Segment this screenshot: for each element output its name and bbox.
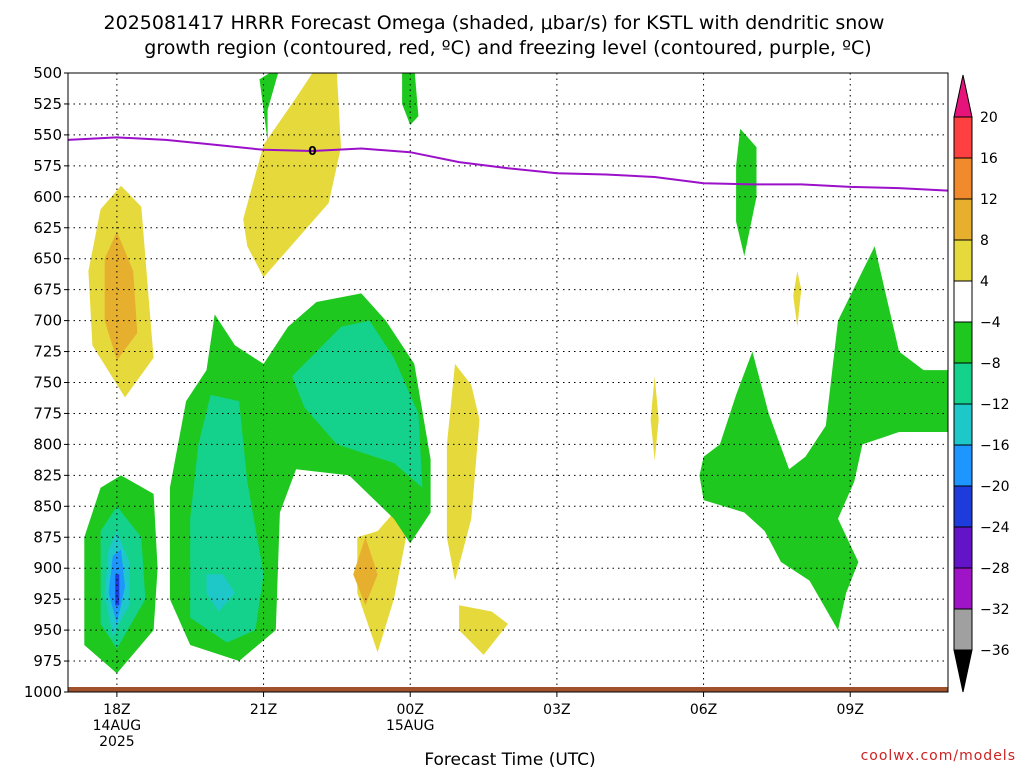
y-tick-label-525: 525 bbox=[33, 95, 62, 113]
x-tick-label-00Z-0: 00Z bbox=[397, 702, 424, 718]
omega-region-16 bbox=[292, 320, 423, 488]
colorbar-band-3 bbox=[953, 198, 973, 241]
terrain-strip bbox=[68, 687, 948, 692]
y-tick-label-750: 750 bbox=[33, 374, 62, 392]
colorbar-band-6 bbox=[953, 321, 973, 364]
x-axis-label: Forecast Time (UTC) bbox=[424, 750, 595, 768]
y-tick-label-550: 550 bbox=[33, 126, 62, 144]
watermark: coolwx.com/models bbox=[861, 748, 1016, 764]
x-tick-label-18Z-1: 14AUG bbox=[93, 718, 142, 734]
y-tick-label-875: 875 bbox=[33, 528, 62, 546]
grid bbox=[68, 73, 948, 692]
colorbar-label-10: −20 bbox=[980, 479, 1010, 495]
omega-region-17 bbox=[259, 73, 279, 142]
x-tick-label-18Z-0: 18Z bbox=[103, 702, 130, 718]
omega-region-3 bbox=[243, 73, 341, 278]
colorbar-label-4: 8 bbox=[980, 233, 989, 249]
omega-region-2 bbox=[104, 231, 138, 361]
y-tick-label-800: 800 bbox=[33, 435, 62, 453]
freezing-level-label: 0 bbox=[308, 144, 316, 158]
colorbar-labels: 20 16 12 8 4 −4 −8 −12 −16 −20 −24 −28 −32 −36 bbox=[980, 110, 1010, 659]
colorbar-label-14: −36 bbox=[980, 643, 1010, 659]
y-tick-label-675: 675 bbox=[33, 281, 62, 299]
y-tick-label-850: 850 bbox=[33, 497, 62, 515]
y-tick-label-625: 625 bbox=[33, 219, 62, 237]
y-tick-label-900: 900 bbox=[33, 559, 62, 577]
colorbar-band-10 bbox=[953, 485, 973, 528]
omega-region-22 bbox=[699, 246, 948, 631]
colorbar-label-2: 16 bbox=[980, 151, 998, 167]
y-tick-label-825: 825 bbox=[33, 466, 62, 484]
freezing-level-line bbox=[67, 136, 949, 192]
y-tick-label-1000: 1000 bbox=[24, 683, 62, 701]
omega-region-20 bbox=[650, 376, 659, 461]
omega-region-5 bbox=[353, 537, 378, 606]
omega-region-12 bbox=[115, 574, 120, 606]
colorbar-band-7 bbox=[953, 362, 973, 405]
colorbar-label-5: 4 bbox=[980, 274, 989, 290]
x-tick-label-06Z-0: 06Z bbox=[690, 702, 717, 718]
colorbar-band-8 bbox=[953, 403, 973, 446]
y-axis-tick-labels: 500 525 550 575 600 625 650 675 700 725 750 775 800 8… bbox=[24, 64, 62, 701]
omega-region-6 bbox=[446, 363, 480, 581]
colorbar-band-2 bbox=[953, 157, 973, 200]
chart-title-line-2: growth region (contoured, red, ºC) and f… bbox=[144, 37, 871, 59]
colorbar-top-cap bbox=[953, 74, 973, 118]
x-tick-label-18Z-2: 2025 bbox=[99, 734, 135, 750]
colorbar-bottom-cap bbox=[953, 649, 973, 693]
y-tick-label-700: 700 bbox=[33, 312, 62, 330]
omega-region-19 bbox=[736, 128, 757, 257]
omega-region-21 bbox=[793, 271, 802, 327]
y-tick-label-925: 925 bbox=[33, 590, 62, 608]
chart-title-line-1: 2025081417 HRRR Forecast Omega (shaded, … bbox=[104, 12, 885, 34]
colorbar-band-11 bbox=[953, 526, 973, 569]
y-tick-label-500: 500 bbox=[33, 64, 62, 82]
colorbar-label-12: −28 bbox=[980, 561, 1010, 577]
x-tick-label-21Z-0: 21Z bbox=[250, 702, 277, 718]
x-axis-ticks bbox=[116, 692, 851, 697]
colorbar-band-4 bbox=[953, 239, 973, 282]
colorbar-band-5 bbox=[953, 280, 973, 323]
colorbar-band-9 bbox=[953, 444, 973, 487]
omega-region-4 bbox=[357, 512, 407, 653]
omega-region-18 bbox=[402, 73, 419, 125]
omega-region-7 bbox=[459, 605, 508, 655]
omega-shaded-regions bbox=[84, 73, 948, 674]
colorbar-band-1 bbox=[953, 116, 973, 159]
colorbar-label-1: 20 bbox=[980, 110, 998, 126]
colorbar-band-13 bbox=[953, 608, 973, 651]
colorbar-label-13: −32 bbox=[980, 602, 1010, 618]
colorbar-band-12 bbox=[953, 567, 973, 610]
y-tick-label-725: 725 bbox=[33, 343, 62, 361]
colorbar bbox=[953, 74, 973, 693]
colorbar-label-7: −8 bbox=[980, 356, 1001, 372]
y-tick-label-775: 775 bbox=[33, 404, 62, 422]
colorbar-label-11: −24 bbox=[980, 520, 1010, 536]
y-tick-label-650: 650 bbox=[33, 250, 62, 268]
omega-region-15 bbox=[206, 574, 235, 612]
y-tick-label-600: 600 bbox=[33, 188, 62, 206]
x-tick-label-00Z-1: 15AUG bbox=[386, 718, 435, 734]
colorbar-label-8: −12 bbox=[980, 397, 1010, 413]
colorbar-label-6: −4 bbox=[980, 315, 1001, 331]
y-tick-label-975: 975 bbox=[33, 652, 62, 670]
colorbar-label-3: 12 bbox=[980, 192, 998, 208]
y-tick-label-575: 575 bbox=[33, 157, 62, 175]
y-axis-ticks bbox=[64, 72, 68, 693]
y-tick-label-950: 950 bbox=[33, 621, 62, 639]
x-tick-label-09Z-0: 09Z bbox=[837, 702, 864, 718]
colorbar-label-9: −16 bbox=[980, 438, 1010, 454]
x-tick-label-03Z-0: 03Z bbox=[543, 702, 570, 718]
